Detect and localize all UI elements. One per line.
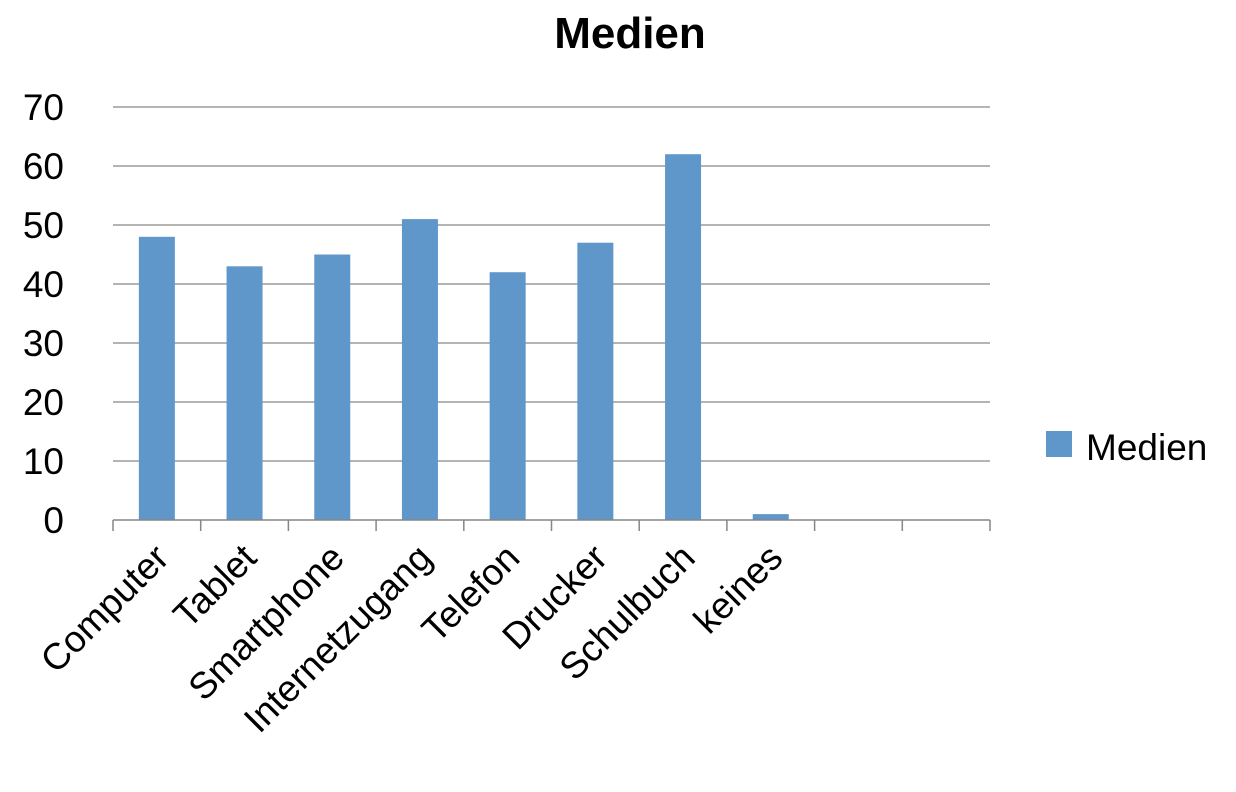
bar-tablet (226, 266, 263, 520)
x-axis-category-labels: ComputerTabletSmartphoneInternetzugangTe… (33, 536, 791, 740)
y-tick-label-50: 50 (23, 205, 64, 246)
y-tick-label-60: 60 (23, 146, 64, 187)
bar-keines (752, 514, 789, 520)
bar-telefon (489, 272, 526, 520)
y-axis-tick-labels: 0 10 20 30 40 50 60 70 (23, 87, 64, 541)
bar-computer (138, 236, 175, 521)
bar-smartphone (314, 254, 351, 520)
y-tick-label-10: 10 (23, 441, 64, 482)
y-tick-label-40: 40 (23, 264, 64, 305)
bar-schulbuch (665, 154, 702, 520)
chart-title: Medien (554, 9, 706, 58)
x-axis (112, 519, 991, 531)
bar-drucker (577, 242, 614, 520)
x-category-label-keines: keines (686, 537, 791, 642)
y-tick-label-70: 70 (23, 87, 64, 128)
y-tick-label-0: 0 (43, 500, 64, 541)
legend-label-medien: Medien (1086, 427, 1207, 468)
y-tick-label-20: 20 (23, 382, 64, 423)
legend: Medien (1046, 427, 1207, 468)
bar-internetzugang (401, 219, 438, 520)
y-tick-label-30: 30 (23, 323, 64, 364)
x-category-label-computer: Computer (33, 537, 177, 681)
legend-swatch-medien (1046, 431, 1072, 457)
bar-series (138, 154, 789, 521)
